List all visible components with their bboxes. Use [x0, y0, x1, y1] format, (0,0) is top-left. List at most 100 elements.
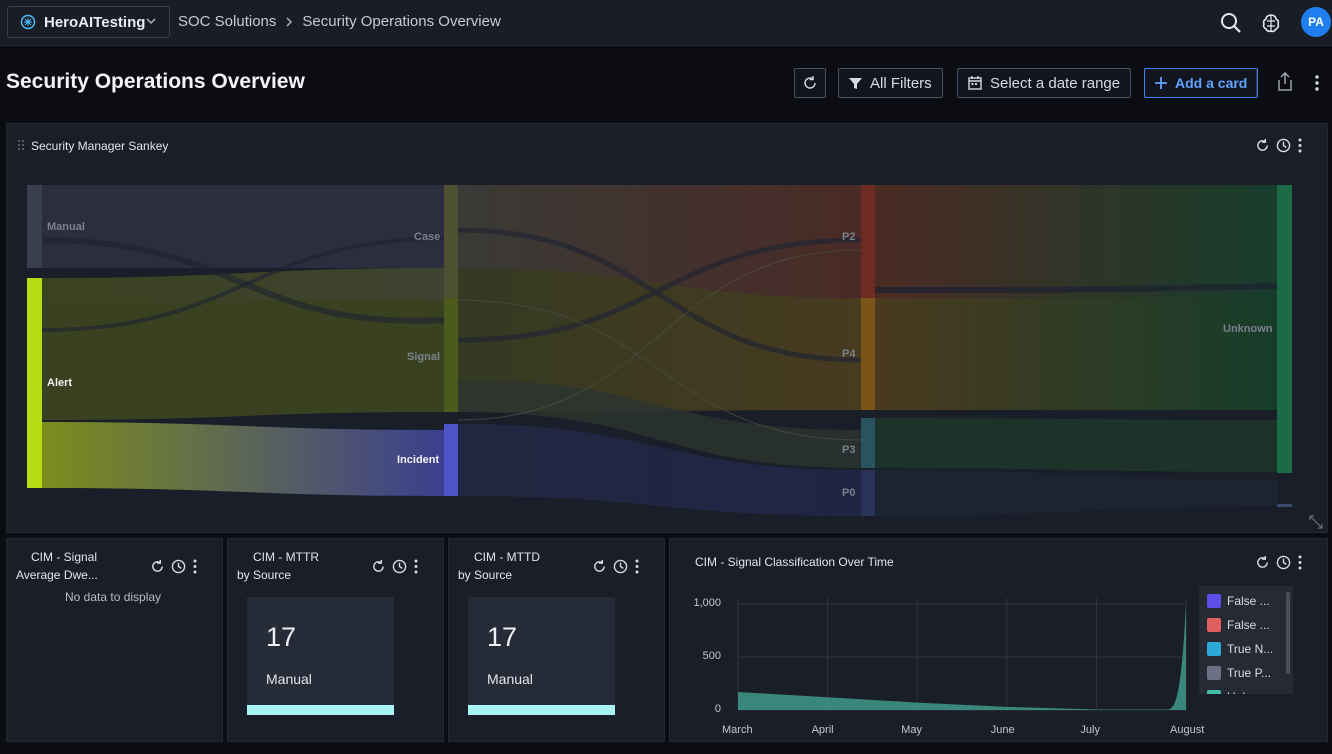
refresh-icon[interactable]	[592, 559, 607, 574]
sankey-label-p4: P4	[842, 348, 856, 360]
flow-incident-p0	[458, 424, 861, 516]
node-p3[interactable]	[861, 418, 875, 468]
flow-p3-unknown	[875, 418, 1277, 472]
sankey-diagram	[27, 185, 1292, 516]
y-tick-label: 0	[714, 703, 721, 715]
legend-label: False ...	[1227, 594, 1270, 608]
all-filters-button[interactable]: All Filters	[838, 68, 943, 98]
mttr-title-line1: CIM - MTTR	[253, 550, 319, 564]
series-area-unknown[interactable]	[738, 604, 1186, 710]
dwell-title-line1: CIM - Signal	[31, 550, 98, 564]
refresh-icon[interactable]	[150, 559, 165, 574]
legend-scrollbar[interactable]	[1286, 592, 1290, 674]
x-tick-label: July	[1080, 724, 1100, 736]
more-options-icon[interactable]	[634, 559, 640, 574]
plus-icon	[1155, 77, 1167, 89]
mttd-value: 17	[487, 622, 518, 652]
x-tick-label: April	[811, 724, 834, 736]
no-data-message: No data to display	[65, 590, 162, 604]
more-options-icon[interactable]	[1297, 138, 1303, 153]
classification-title: CIM - Signal Classification Over Time	[695, 555, 894, 569]
legend-item[interactable]: True N...	[1207, 642, 1273, 656]
breadcrumb: SOC Solutions Security Operations Overvi…	[178, 13, 501, 30]
refresh-icon[interactable]	[1255, 138, 1270, 153]
refresh-icon[interactable]	[1255, 555, 1270, 570]
mttd-title-line1: CIM - MTTD	[474, 550, 540, 564]
calendar-icon	[968, 76, 982, 90]
x-tick-label: May	[901, 724, 922, 736]
flow-alert-signal	[42, 300, 444, 420]
more-options-icon[interactable]	[1314, 74, 1320, 92]
legend-item[interactable]: True P...	[1207, 666, 1271, 680]
search-icon[interactable]	[1219, 11, 1243, 35]
date-range-button[interactable]: Select a date range	[957, 68, 1132, 98]
legend-swatch	[1207, 690, 1221, 694]
clock-icon[interactable]	[613, 559, 628, 574]
workspace-selector[interactable]: HeroAITesting	[7, 6, 170, 38]
legend-swatch	[1207, 594, 1221, 608]
add-card-button[interactable]: Add a card	[1144, 68, 1259, 98]
node-case[interactable]	[444, 185, 458, 298]
flow-case-p2	[458, 185, 861, 298]
clock-icon[interactable]	[392, 559, 407, 574]
flow-thin-5	[457, 299, 862, 441]
refresh-button[interactable]	[794, 68, 826, 98]
sankey-label-signal: Signal	[407, 351, 441, 363]
clock-icon[interactable]	[1276, 555, 1291, 570]
mttr-metric-tile[interactable]: 17 Manual	[247, 597, 394, 715]
user-avatar[interactable]: PA	[1301, 7, 1331, 37]
legend-item[interactable]: False ...	[1207, 594, 1270, 608]
sankey-label-incident: Incident	[397, 454, 440, 466]
clock-icon[interactable]	[1276, 138, 1291, 153]
resize-icon[interactable]	[1309, 515, 1323, 529]
sankey-label-unknown: Unknown	[1223, 323, 1273, 335]
node-unknown[interactable]	[1277, 185, 1292, 473]
mttd-card-actions	[592, 559, 640, 574]
breadcrumb-current-page: Security Operations Overview	[302, 13, 501, 30]
y-tick-label: 1,000	[693, 597, 721, 609]
mttr-progress-bar	[247, 705, 394, 715]
all-filters-label: All Filters	[870, 74, 932, 92]
refresh-icon[interactable]	[371, 559, 386, 574]
mttr-title-line2: by Source	[237, 568, 292, 582]
filter-icon	[849, 77, 862, 89]
more-options-icon[interactable]	[1297, 555, 1303, 570]
legend-swatch	[1207, 618, 1221, 632]
node-alert[interactable]	[27, 278, 42, 488]
add-card-label: Add a card	[1175, 75, 1248, 91]
sankey-label-p0: P0	[842, 487, 856, 499]
mttd-title-line2: by Source	[458, 568, 513, 582]
toolbar-divider	[1256, 70, 1257, 96]
workspace-name: HeroAITesting	[44, 13, 146, 31]
more-options-icon[interactable]	[192, 559, 198, 574]
node-manual[interactable]	[27, 185, 42, 268]
legend-item[interactable]: False ...	[1207, 618, 1270, 632]
flow-thin-3	[457, 227, 862, 363]
legend-swatch	[1207, 642, 1221, 656]
node-p4[interactable]	[861, 298, 875, 410]
clock-icon[interactable]	[171, 559, 186, 574]
share-icon[interactable]	[1276, 72, 1294, 92]
sankey-label-p2: P2	[842, 231, 856, 243]
sankey-label-alert: Alert	[47, 377, 73, 389]
node-signal[interactable]	[444, 298, 458, 412]
legend-swatch	[1207, 666, 1221, 680]
top-bar: HeroAITesting SOC Solutions Security Ope…	[0, 0, 1332, 46]
node-p2[interactable]	[861, 185, 875, 298]
legend-label: Unkn...	[1227, 690, 1265, 694]
drag-handle-icon[interactable]	[17, 139, 25, 153]
mttd-metric-tile[interactable]: 17 Manual	[468, 597, 615, 715]
breadcrumb-soc-solutions[interactable]: SOC Solutions	[178, 13, 277, 30]
chevron-right-icon	[286, 16, 293, 27]
node-incident[interactable]	[444, 424, 458, 496]
classification-card-actions	[1255, 555, 1303, 570]
node-p0[interactable]	[861, 470, 875, 516]
flow-p0-unknown	[875, 470, 1277, 516]
more-options-icon[interactable]	[413, 559, 419, 574]
ai-brain-icon[interactable]	[1259, 11, 1283, 35]
flow-thin-2	[41, 236, 445, 332]
mttr-card-actions	[371, 559, 419, 574]
mttr-source-label: Manual	[266, 671, 312, 687]
legend-item[interactable]: Unkn...	[1207, 690, 1265, 694]
